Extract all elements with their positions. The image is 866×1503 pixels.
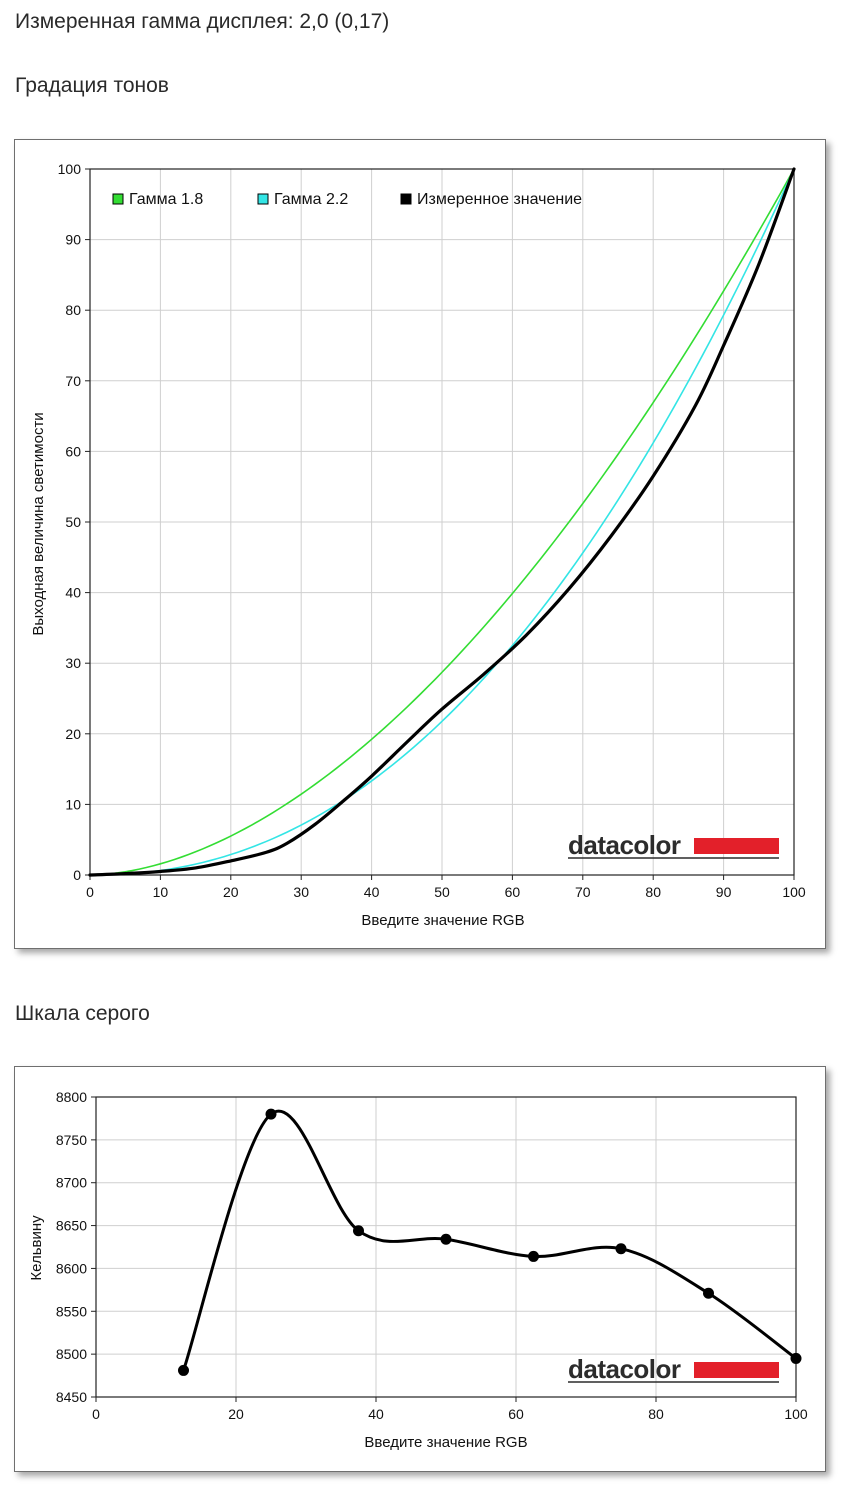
plot-border (89, 168, 795, 876)
x-tick-label: 10 (153, 884, 169, 900)
x-tick-label: 60 (508, 1406, 524, 1422)
y-tick-label: 80 (65, 302, 81, 318)
legend: Гамма 1.8 Гамма 2.2 Измеренное значение (112, 191, 582, 208)
data-point (353, 1225, 364, 1237)
x-tick-label: 100 (784, 1406, 808, 1422)
y-axis-label: Кельвину (28, 1215, 45, 1281)
y-tick-label: 30 (65, 655, 81, 671)
legend-label: Гамма 1.8 (129, 191, 203, 208)
x-axis-label: Введите значение RGB (364, 1434, 527, 1451)
logo-red-bar (694, 838, 779, 854)
y-tick-label: 90 (65, 232, 81, 248)
x-tick-label: 70 (575, 884, 591, 900)
legend-item: Гамма 1.8 (112, 191, 203, 208)
series-line-gamma (89, 168, 795, 876)
y-tick-label: 8650 (56, 1218, 87, 1234)
x-tick-label: 80 (648, 1406, 664, 1422)
series-line-gamma (89, 168, 795, 876)
x-tick-label: 90 (716, 884, 732, 900)
y-tick-label: 8500 (56, 1346, 87, 1362)
logo-red-bar (694, 1362, 779, 1378)
y-tick-label: 8450 (56, 1389, 87, 1405)
x-tick-label: 100 (782, 884, 806, 900)
x-tick-label: 80 (645, 884, 661, 900)
legend-item: Измеренное значение (400, 191, 582, 208)
datacolor-logo: datacolor (568, 1354, 779, 1384)
y-tick-label: 100 (58, 161, 82, 177)
y-tick-label: 70 (65, 373, 81, 389)
y-tick-label: 8800 (56, 1089, 87, 1105)
tone-gradation-plot: 0 10 20 30 40 50 60 70 80 90 100 0 10 20 30 40 50 60 70 80 9… (30, 161, 806, 929)
x-axis-label: Введите значение RGB (361, 912, 524, 929)
legend-label: Гамма 2.2 (274, 191, 348, 208)
data-point (703, 1287, 714, 1299)
x-tick-label: 0 (86, 884, 94, 900)
data-point (528, 1250, 539, 1262)
x-tick-label: 60 (505, 884, 521, 900)
legend-label: Измеренное значение (417, 191, 582, 208)
y-axis-label: Выходная величина светимости (30, 412, 47, 635)
y-tick-label: 8600 (56, 1260, 87, 1276)
x-tick-label: 40 (368, 1406, 384, 1422)
y-tick-label: 10 (65, 796, 81, 812)
x-tick-label: 40 (364, 884, 380, 900)
y-tick-label: 20 (65, 726, 81, 742)
grayscale-chart: 0 20 40 60 80 100 8450 8500 8550 8600 8650 8700 8750… (14, 1066, 826, 1472)
data-point (615, 1243, 627, 1255)
grayscale-title: Шкала серого (15, 1002, 150, 1025)
data-point (790, 1352, 802, 1364)
grayscale-plot: 0 20 40 60 80 100 8450 8500 8550 8600 8650 8700 8750… (28, 1089, 808, 1451)
data-point (265, 1108, 277, 1120)
legend-swatch (400, 193, 412, 205)
series-line-measured (88, 167, 796, 877)
data-point (440, 1233, 452, 1245)
logo-text: datacolor (568, 830, 681, 860)
x-tick-label: 30 (293, 884, 309, 900)
measured-gamma-title: Измеренная гамма дисплея: 2,0 (0,17) (15, 10, 390, 33)
x-tick-label: 20 (223, 884, 239, 900)
legend-item: Гамма 2.2 (257, 191, 348, 208)
y-tick-label: 40 (65, 585, 81, 601)
y-tick-label: 50 (65, 514, 81, 530)
plot-border (95, 1096, 797, 1398)
y-tick-label: 8750 (56, 1132, 87, 1148)
legend-swatch (257, 193, 269, 205)
x-tick-label: 50 (434, 884, 450, 900)
datacolor-logo: datacolor (568, 830, 779, 860)
legend-swatch (112, 193, 124, 205)
logo-text: datacolor (568, 1354, 681, 1384)
y-tick-label: 8550 (56, 1303, 87, 1319)
series-line-measured (182, 1109, 798, 1372)
tone-gradation-chart: 0 10 20 30 40 50 60 70 80 90 100 0 10 20 30 40 50 60 70 80 9… (14, 139, 826, 949)
y-tick-label: 60 (65, 443, 81, 459)
y-tick-label: 8700 (56, 1175, 87, 1191)
x-tick-label: 20 (228, 1406, 244, 1422)
data-point (178, 1364, 189, 1376)
y-tick-label: 0 (73, 867, 81, 883)
x-tick-label: 0 (92, 1406, 100, 1422)
tone-gradation-title: Градация тонов (15, 74, 169, 97)
